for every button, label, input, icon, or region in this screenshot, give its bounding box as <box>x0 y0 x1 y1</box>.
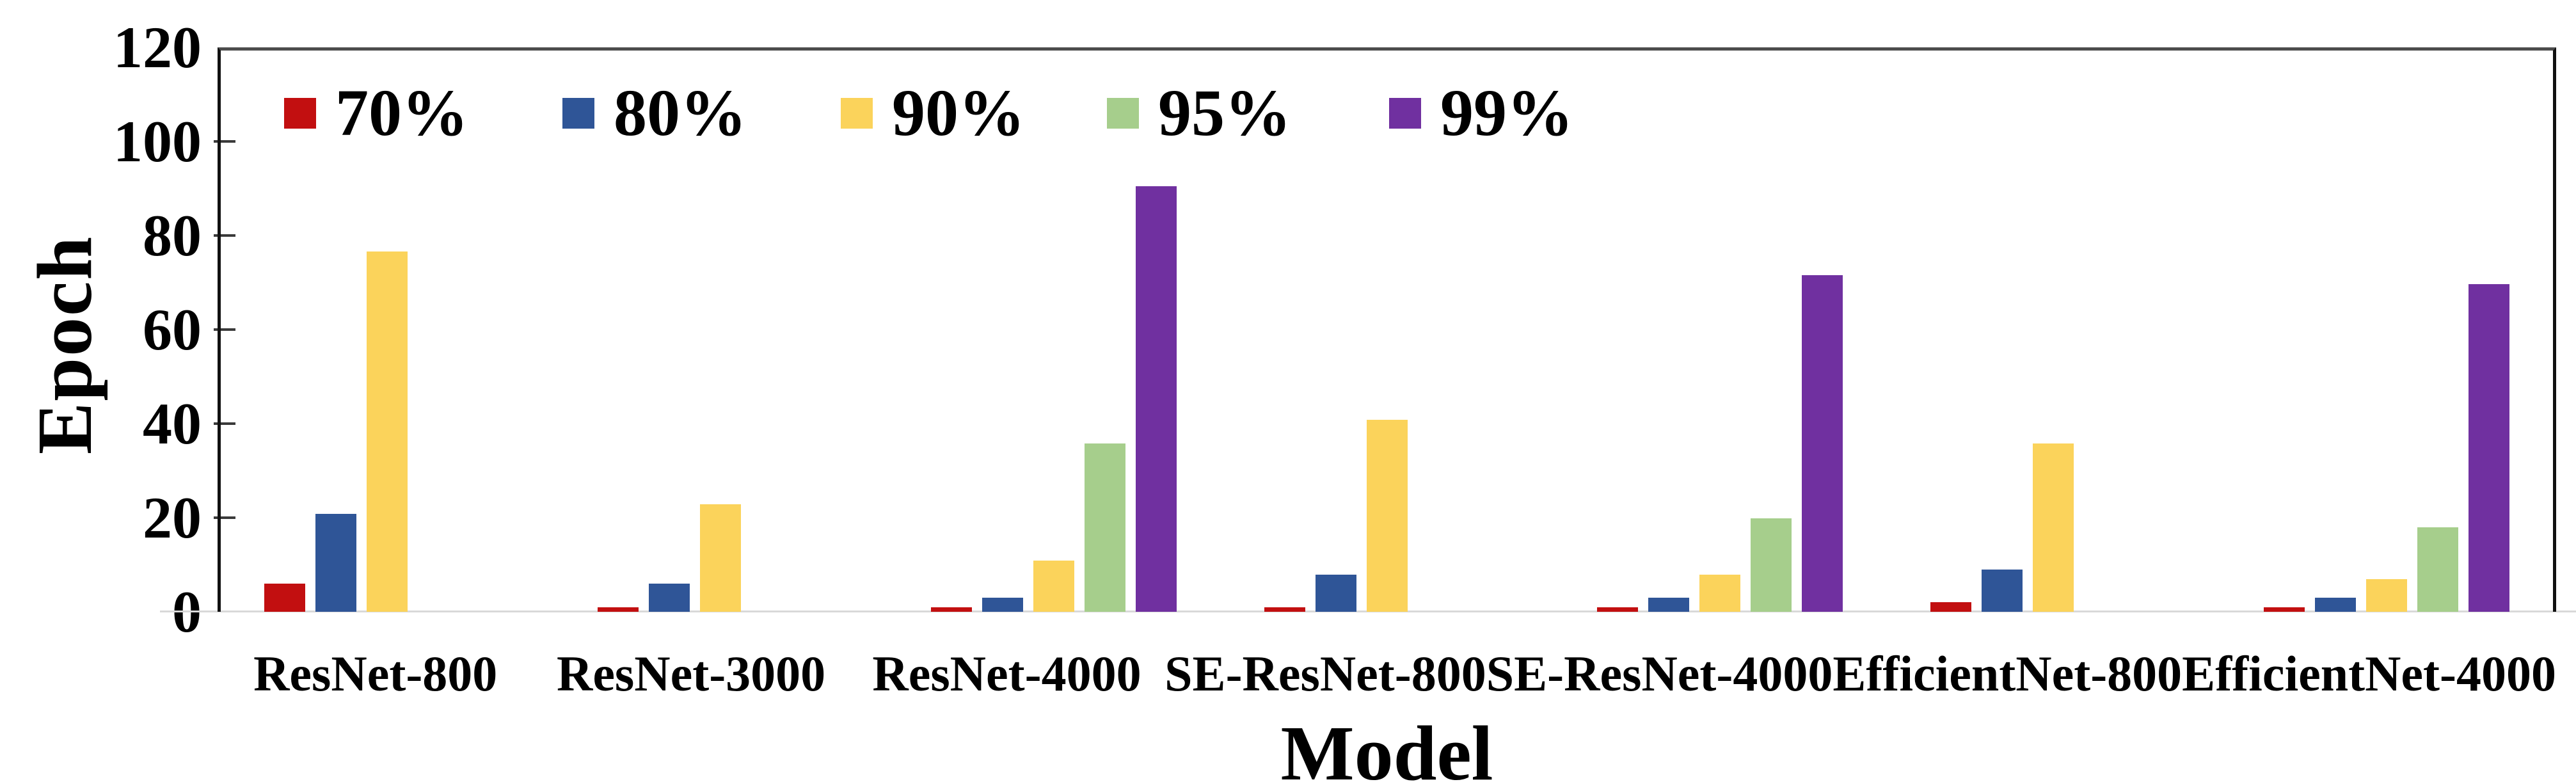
bar-80%-efficientnet-4000 <box>2314 598 2356 612</box>
bar-99%-resnet-4000 <box>1135 186 1177 612</box>
bar-70%-efficientnet-800 <box>1930 602 1971 612</box>
legend-item-95%: 95% <box>1107 76 1291 150</box>
x-category-label-resnet-4000: ResNet-4000 <box>872 646 1141 701</box>
x-category-label-efficientnet-4000: EfficientNet-4000 <box>2182 646 2556 701</box>
bar-90%-efficientnet-800 <box>2032 443 2074 612</box>
plot-area: 70% 80% 90% 95% 99% <box>218 47 2556 612</box>
x-category-label-resnet-800: ResNet-800 <box>253 646 498 701</box>
y-tick-label: 100 <box>113 109 202 174</box>
legend-swatch-90% <box>841 98 873 129</box>
bar-70%-resnet-4000 <box>930 607 972 612</box>
bar-group-resnet-4000 <box>887 51 1220 612</box>
x-axis-title: Model <box>1280 710 1493 782</box>
bar-group-efficientnet-4000 <box>2220 51 2553 612</box>
bar-group-se-resnet-4000 <box>1554 51 1887 612</box>
bar-group-resnet-800 <box>221 51 554 612</box>
legend-label: 70% <box>335 76 468 150</box>
bar-95%-resnet-4000 <box>1084 443 1125 612</box>
legend-swatch-70% <box>284 98 316 129</box>
legend-label: 99% <box>1440 76 1573 150</box>
x-category-label-se-resnet-4000: SE-ResNet-4000 <box>1486 646 1833 701</box>
legend-item-70%: 70% <box>284 76 468 150</box>
legend-label: 80% <box>614 76 747 150</box>
legend-item-80%: 80% <box>562 76 747 150</box>
bar-99%-se-resnet-4000 <box>1802 275 1843 612</box>
y-tick-label: 40 <box>143 391 202 456</box>
bar-80%-se-resnet-4000 <box>1648 598 1690 612</box>
y-tick-mark <box>214 234 235 237</box>
y-tick-label: 20 <box>143 485 202 550</box>
legend-item-99%: 99% <box>1389 76 1573 150</box>
y-tick-label: 80 <box>143 203 202 268</box>
bar-80%-efficientnet-800 <box>1981 570 2023 612</box>
x-category-label-resnet-3000: ResNet-3000 <box>556 646 826 701</box>
bar-group-efficientnet-800 <box>1887 51 2220 612</box>
bar-90%-resnet-800 <box>367 251 408 612</box>
x-category-label-se-resnet-800: SE-ResNet-800 <box>1165 646 1486 701</box>
bar-80%-resnet-4000 <box>982 598 1023 612</box>
bar-80%-se-resnet-800 <box>1315 574 1356 612</box>
bar-90%-se-resnet-800 <box>1366 420 1408 612</box>
bar-70%-se-resnet-4000 <box>1597 607 1639 612</box>
y-tick-label: 60 <box>143 297 202 362</box>
bar-80%-resnet-800 <box>315 513 357 612</box>
bar-70%-resnet-800 <box>264 584 306 612</box>
bar-90%-efficientnet-4000 <box>2365 579 2407 612</box>
y-tick-mark <box>214 328 235 331</box>
bar-90%-se-resnet-4000 <box>1699 574 1741 612</box>
y-tick-label: 120 <box>113 15 202 80</box>
bar-99%-efficientnet-4000 <box>2468 284 2509 612</box>
legend-item-90%: 90% <box>841 76 1025 150</box>
y-tick-mark <box>214 140 235 143</box>
legend-swatch-80% <box>562 98 594 129</box>
bar-95%-efficientnet-4000 <box>2417 527 2458 612</box>
bar-95%-se-resnet-4000 <box>1751 518 1792 612</box>
legend-label: 90% <box>892 76 1025 150</box>
bar-70%-se-resnet-800 <box>1264 607 1305 612</box>
x-axis-category-labels: ResNet-800 ResNet-3000 ResNet-4000 SE-ResNe… <box>218 645 2556 703</box>
legend-label: 95% <box>1158 76 1291 150</box>
bar-90%-resnet-4000 <box>1033 560 1074 612</box>
legend-swatch-99% <box>1389 98 1421 129</box>
bar-70%-resnet-3000 <box>598 607 639 612</box>
bar-90%-resnet-3000 <box>700 504 742 612</box>
legend: 70% 80% 90% 95% 99% <box>221 51 2553 612</box>
y-tick-mark <box>214 516 235 519</box>
x-category-label-efficientnet-800: EfficientNet-800 <box>1833 646 2182 701</box>
bar-80%-resnet-3000 <box>649 584 690 612</box>
bar-group-se-resnet-800 <box>1220 51 1554 612</box>
legend-swatch-95% <box>1107 98 1139 129</box>
bars-layer <box>221 51 2553 612</box>
bar-70%-efficientnet-4000 <box>2263 607 2305 612</box>
y-tick-mark <box>214 422 235 425</box>
bar-group-resnet-3000 <box>554 51 887 612</box>
